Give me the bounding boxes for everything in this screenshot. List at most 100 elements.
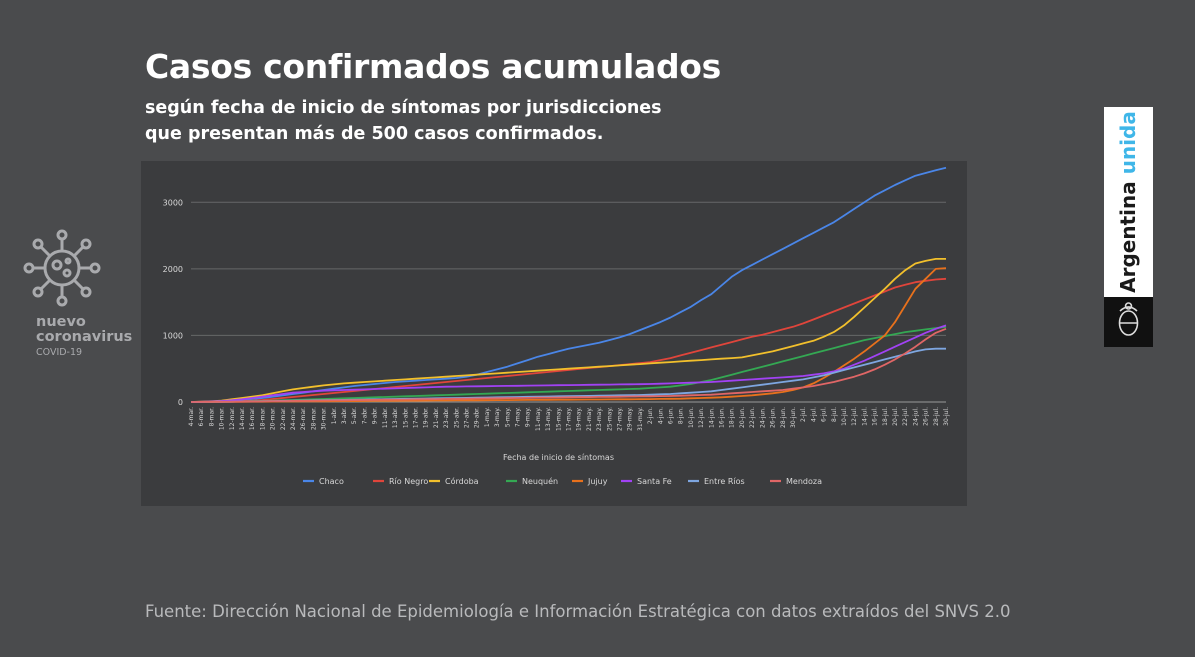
x-tick-label: 25-may. — [606, 407, 613, 431]
y-tick-label: 2000 — [163, 265, 183, 274]
x-tick-label: 21-abr. — [433, 407, 440, 428]
series-line-santa-fe — [190, 324, 947, 403]
series-line-entre-r-os — [190, 347, 946, 403]
subtitle-line-1: según fecha de inicio de síntomas por ju… — [145, 98, 662, 118]
x-tick-label: 2-jun. — [647, 407, 654, 424]
virus-icon — [23, 229, 101, 307]
x-tick-label: 4-jun. — [657, 407, 664, 424]
legend-label-santa-fe: Santa Fe — [637, 477, 672, 486]
x-tick-label: 16-mar. — [249, 407, 256, 430]
x-tick-label: 30-jun. — [790, 407, 797, 428]
x-tick-label: 16-jun. — [719, 407, 726, 428]
x-tick-label: 17-may. — [566, 407, 573, 431]
x-tick-label: 18-jul. — [882, 407, 889, 426]
x-tick-label: 15-abr. — [402, 407, 409, 428]
x-tick-label: 12-jun. — [698, 407, 705, 428]
source-note: Fuente: Dirección Nacional de Epidemiolo… — [145, 602, 1011, 621]
x-tick-label: 14-mar. — [239, 407, 246, 430]
brand-nuevo: nuevo — [36, 314, 86, 330]
legend-label-entre-r-os: Entre Ríos — [704, 477, 745, 486]
x-tick-label: 6-jun. — [668, 407, 675, 424]
logo-word-unida: unida — [1116, 111, 1140, 175]
series-line-neuqu-n — [190, 325, 947, 403]
x-tick-label: 29-abr. — [474, 407, 481, 428]
brand-covid19: COVID-19 — [36, 347, 83, 358]
series-line-mendoza — [190, 327, 947, 403]
x-tick-label: 13-may. — [545, 407, 552, 431]
x-tick-label: 19-may. — [576, 407, 583, 431]
series-line-r-o-negro — [190, 277, 947, 403]
legend-label-mendoza: Mendoza — [786, 477, 822, 486]
x-tick-label: 17-abr. — [412, 407, 419, 428]
x-tick-label: 7-abr. — [361, 407, 368, 424]
x-tick-label: 4-jul. — [810, 407, 817, 422]
x-tick-label: 10-jun. — [688, 407, 695, 428]
x-tick-label: 15-may. — [555, 407, 562, 431]
x-tick-label: 10-mar. — [219, 407, 226, 430]
x-tick-label: 18-mar. — [259, 407, 266, 430]
x-tick-label: 9-abr. — [372, 407, 379, 424]
x-tick-label: 8-mar. — [208, 407, 215, 426]
x-tick-label: 19-abr. — [423, 407, 430, 428]
x-tick-label: 14-jun. — [708, 407, 715, 428]
x-tick-label: 30-mar. — [321, 407, 328, 430]
x-tick-label: 24-mar. — [290, 407, 297, 430]
x-tick-label: 20-jul. — [892, 407, 899, 426]
x-tick-label: 11-abr. — [382, 407, 389, 428]
x-tick-label: 30-jul. — [943, 407, 950, 426]
legend-label-chaco: Chaco — [319, 477, 344, 486]
x-tick-label: 12-jul. — [851, 407, 858, 426]
argentina-unida-logo: Argentina unida — [1104, 107, 1153, 347]
x-tick-label: 20-jun. — [739, 407, 746, 428]
x-tick-label: 31-may. — [637, 407, 644, 431]
subtitle-line-2: que presentan más de 500 casos confirmad… — [145, 124, 604, 144]
x-tick-label: 10-jul. — [841, 407, 848, 426]
x-axis-label: Fecha de inicio de síntomas — [503, 453, 614, 462]
x-tick-label: 14-jul. — [861, 407, 868, 426]
series-line-c-rdoba — [190, 258, 946, 403]
x-tick-label: 8-jul. — [831, 407, 838, 422]
legend-label-neuqu-n: Neuquén — [522, 476, 558, 486]
x-tick-label: 26-jul. — [923, 407, 930, 426]
x-tick-label: 25-abr. — [453, 407, 460, 428]
chart-panel: 0 1000 2000 3000 4-mar. 6-mar. 8-mar. 10-mar. 12… — [141, 161, 967, 506]
x-tick-label: 5-may. — [504, 407, 511, 427]
chart-subtitle: según fecha de inicio de síntomas por ju… — [145, 95, 662, 147]
x-tick-label: 23-abr. — [443, 407, 450, 428]
x-tick-label: 7-may. — [514, 407, 521, 427]
x-tick-label: 6-jul. — [821, 407, 828, 422]
x-tick-label: 9-may. — [525, 407, 532, 427]
x-tick-label: 27-may. — [617, 407, 624, 431]
y-tick-label: 0 — [178, 398, 183, 407]
x-tick-label: 3-abr. — [341, 407, 348, 424]
x-tick-label: 26-jun. — [770, 407, 777, 428]
x-tick-label: 16-jul. — [872, 407, 879, 426]
x-tick-label: 5-abr. — [351, 407, 358, 424]
x-tick-label: 29-may. — [627, 407, 634, 431]
legend-label-jujuy: Jujuy — [587, 477, 608, 486]
x-tick-label: 1-abr. — [331, 407, 338, 424]
argentina-seal-icon — [1104, 297, 1153, 347]
x-tick-label: 22-mar. — [280, 407, 287, 430]
x-tick-label: 12-mar. — [229, 407, 236, 430]
x-tick-label: 23-may. — [596, 407, 603, 431]
x-tick-label: 22-jun. — [749, 407, 756, 428]
x-tick-label: 24-jun. — [759, 407, 766, 428]
x-tick-label: 13-abr. — [392, 407, 399, 428]
x-tick-label: 28-mar. — [310, 407, 317, 430]
legend-label-r-o-negro: Río Negro — [389, 477, 428, 486]
x-tick-label: 18-jun. — [729, 407, 736, 428]
x-tick-label: 26-mar. — [300, 407, 307, 430]
x-tick-label: 1-may. — [484, 407, 491, 427]
brand-coronavirus: coronavirus — [36, 329, 133, 345]
x-tick-label: 27-abr. — [463, 407, 470, 428]
logo-panel: Argentina unida — [1104, 107, 1153, 297]
x-tick-label: 2-jul. — [800, 407, 807, 422]
legend-label-c-rdoba: Córdoba — [445, 476, 479, 486]
logo-text: Argentina unida — [1116, 111, 1140, 293]
x-tick-label: 3-may. — [494, 407, 501, 427]
x-tick-label: 8-jun. — [678, 407, 685, 424]
x-tick-label: 28-jun. — [780, 407, 787, 428]
x-tick-label: 11-may. — [535, 407, 542, 431]
